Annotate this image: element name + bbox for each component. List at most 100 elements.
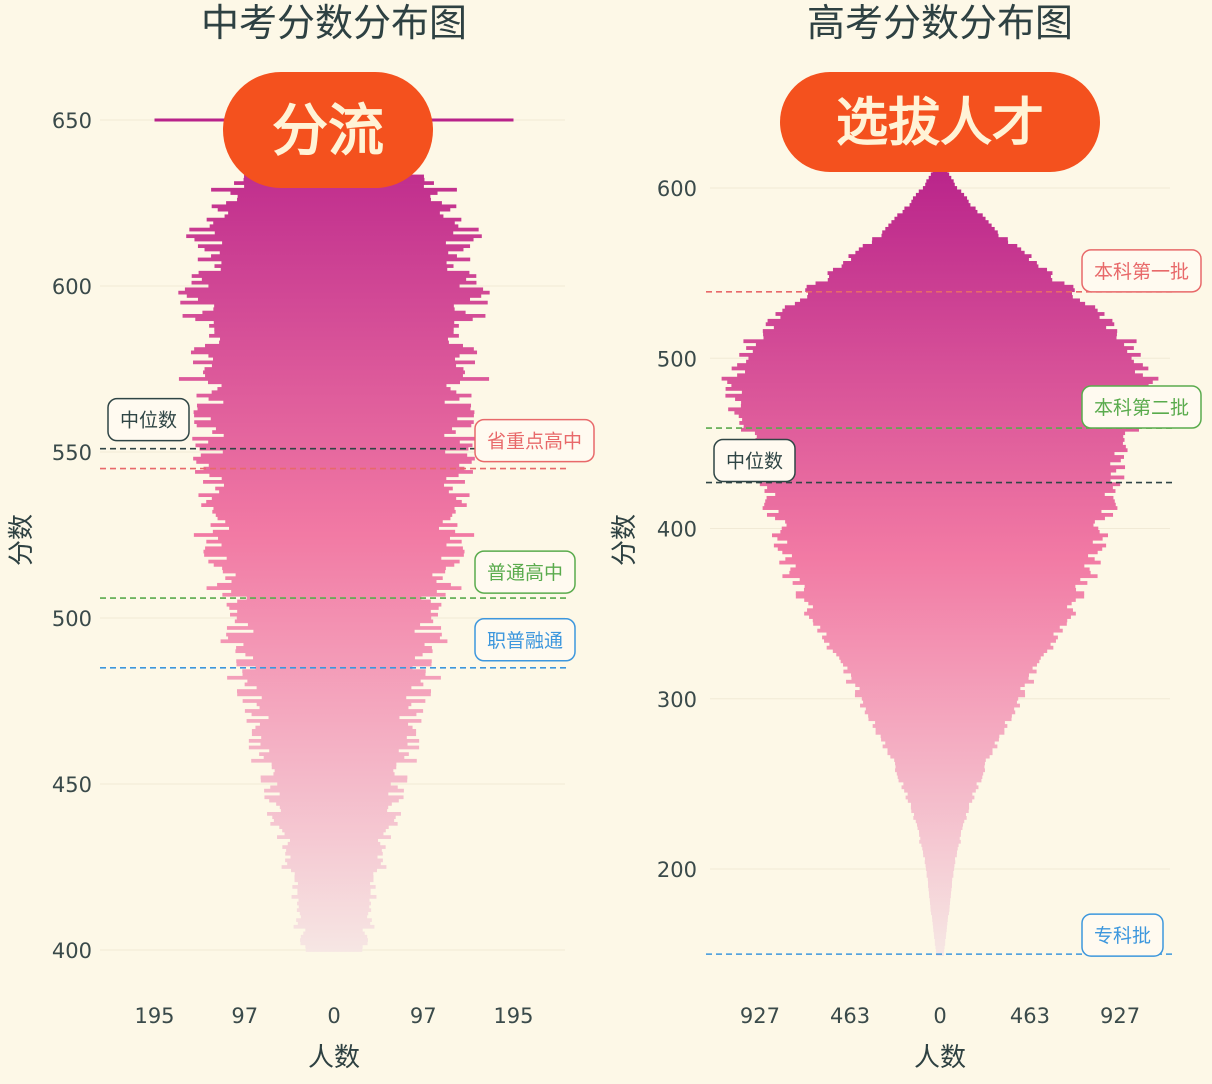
distribution-bar (195, 443, 473, 448)
distribution-bar (245, 652, 423, 657)
distribution-bar (202, 310, 466, 315)
distribution-bar (213, 563, 455, 567)
distribution-bar (875, 720, 1005, 725)
distribution-bar (270, 785, 398, 790)
distribution-bar (271, 765, 397, 770)
x-tick-label: 0 (933, 1004, 946, 1028)
distribution-bar (225, 519, 443, 524)
distribution-bar (721, 376, 1159, 381)
distribution-bars (154, 118, 514, 952)
distribution-bar (933, 924, 947, 929)
distribution-bar (221, 260, 447, 265)
distribution-bar (242, 699, 426, 703)
distribution-bar (221, 383, 447, 388)
distribution-bar (769, 478, 1111, 483)
distribution-bar (829, 274, 1051, 279)
distribution-bar (868, 713, 1012, 718)
distribution-bar (214, 264, 454, 268)
distribution-bar (292, 885, 376, 889)
distribution-bar (795, 564, 1085, 568)
distribution-bar (904, 788, 976, 793)
reference-label: 本科第一批 (1094, 261, 1189, 283)
distribution-bar (298, 904, 370, 909)
distribution-bar (230, 612, 438, 617)
distribution-bar (201, 503, 467, 507)
distribution-bar (875, 727, 1005, 732)
distribution-bar (300, 941, 368, 946)
distribution-bar (198, 493, 470, 498)
distribution-bar (209, 333, 459, 338)
distribution-bar (929, 897, 951, 902)
distribution-bar (829, 642, 1051, 647)
distribution-bar (743, 339, 1137, 344)
distribution-bar (195, 470, 473, 474)
distribution-bar (197, 257, 471, 262)
distribution-bar (208, 463, 460, 468)
distribution-bar (928, 880, 952, 885)
distribution-bar (836, 652, 1044, 657)
distribution-bar (935, 948, 945, 953)
distribution-bar (229, 526, 439, 531)
distribution-bar (274, 768, 394, 773)
reference-label-box (1081, 385, 1202, 429)
reference-label-box (1081, 249, 1202, 293)
distribution-bar (282, 828, 386, 833)
distribution-bar (220, 267, 448, 272)
distribution-bar (840, 659, 1040, 664)
reference-label-box (474, 550, 576, 594)
distribution-bar (305, 948, 363, 952)
distribution-bar (244, 682, 424, 687)
distribution-bar (742, 417, 1138, 422)
distribution-bar (916, 822, 964, 827)
distribution-bar (762, 506, 1118, 510)
distribution-bar (862, 243, 1018, 248)
distribution-bar (764, 502, 1116, 507)
distribution-bar (731, 366, 1149, 371)
distribution-bar (927, 877, 953, 882)
distribution-bar (861, 696, 1019, 701)
distribution-bar (263, 755, 405, 760)
x-tick-label: 195 (493, 1004, 533, 1028)
distribution-bar (731, 383, 1149, 388)
distribution-bar (261, 735, 407, 740)
distribution-bar (225, 576, 443, 581)
distribution-bar (243, 642, 425, 647)
distribution-bar (755, 438, 1125, 442)
distribution-bar (194, 413, 474, 418)
distribution-bar (227, 675, 441, 680)
distribution-bar (219, 489, 449, 494)
distribution-bar (251, 712, 417, 717)
distribution-bar (926, 179, 954, 184)
distribution-bar (754, 465, 1126, 470)
distribution-bar (851, 673, 1029, 677)
x-tick-label: 97 (410, 1004, 437, 1028)
distribution-bar (755, 475, 1125, 480)
distribution-bar (214, 304, 454, 308)
distribution-bar (851, 676, 1029, 681)
distribution-bar (260, 742, 408, 747)
distribution-bar (299, 911, 369, 916)
distribution-bar (279, 805, 389, 810)
distribution-bar (824, 638, 1056, 643)
distribution-bar (206, 539, 462, 544)
distribution-bar (855, 250, 1025, 255)
distribution-bar (895, 764, 985, 769)
y-tick-label: 650 (52, 109, 92, 133)
badge-text: 分流 (272, 99, 384, 164)
distribution-bar (223, 400, 445, 405)
x-tick-label: 463 (830, 1004, 870, 1028)
distribution-bar (214, 231, 454, 235)
distribution-bar (251, 729, 417, 733)
distribution-bar (920, 836, 960, 841)
distribution-bar (259, 705, 409, 710)
distribution-bar (242, 672, 426, 677)
distribution-bar (925, 863, 955, 868)
distribution-bar (291, 895, 377, 899)
distribution-bar (214, 327, 454, 332)
distribution-bar (887, 747, 993, 752)
reference-label: 本科第二批 (1094, 397, 1189, 419)
distribution-bar (268, 715, 400, 720)
badge-text: 选拔人才 (836, 94, 1044, 154)
distribution-bar (934, 942, 946, 946)
